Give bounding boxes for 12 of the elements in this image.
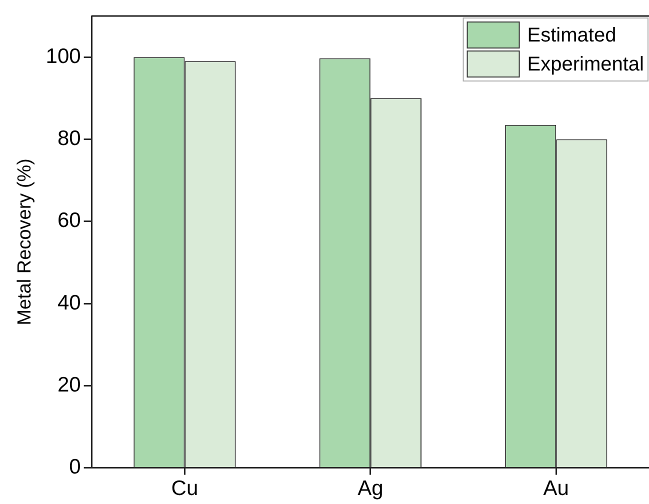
y-tick-label: 100 (46, 44, 81, 68)
y-tick-label: 40 (57, 291, 81, 314)
y-tick-label: 20 (57, 373, 81, 396)
y-axis-title: Metal Recovery (%) (14, 158, 36, 326)
y-tick-label: 0 (69, 456, 81, 479)
legend-label: Experimental (527, 54, 644, 76)
y-tick-label: 60 (57, 209, 81, 232)
x-tick-label: Ag (358, 477, 384, 500)
y-tick-label: 80 (57, 127, 81, 150)
x-tick-label: Cu (171, 477, 198, 500)
x-tick-label: Au (543, 477, 569, 500)
legend-label: Estimated (527, 24, 616, 47)
